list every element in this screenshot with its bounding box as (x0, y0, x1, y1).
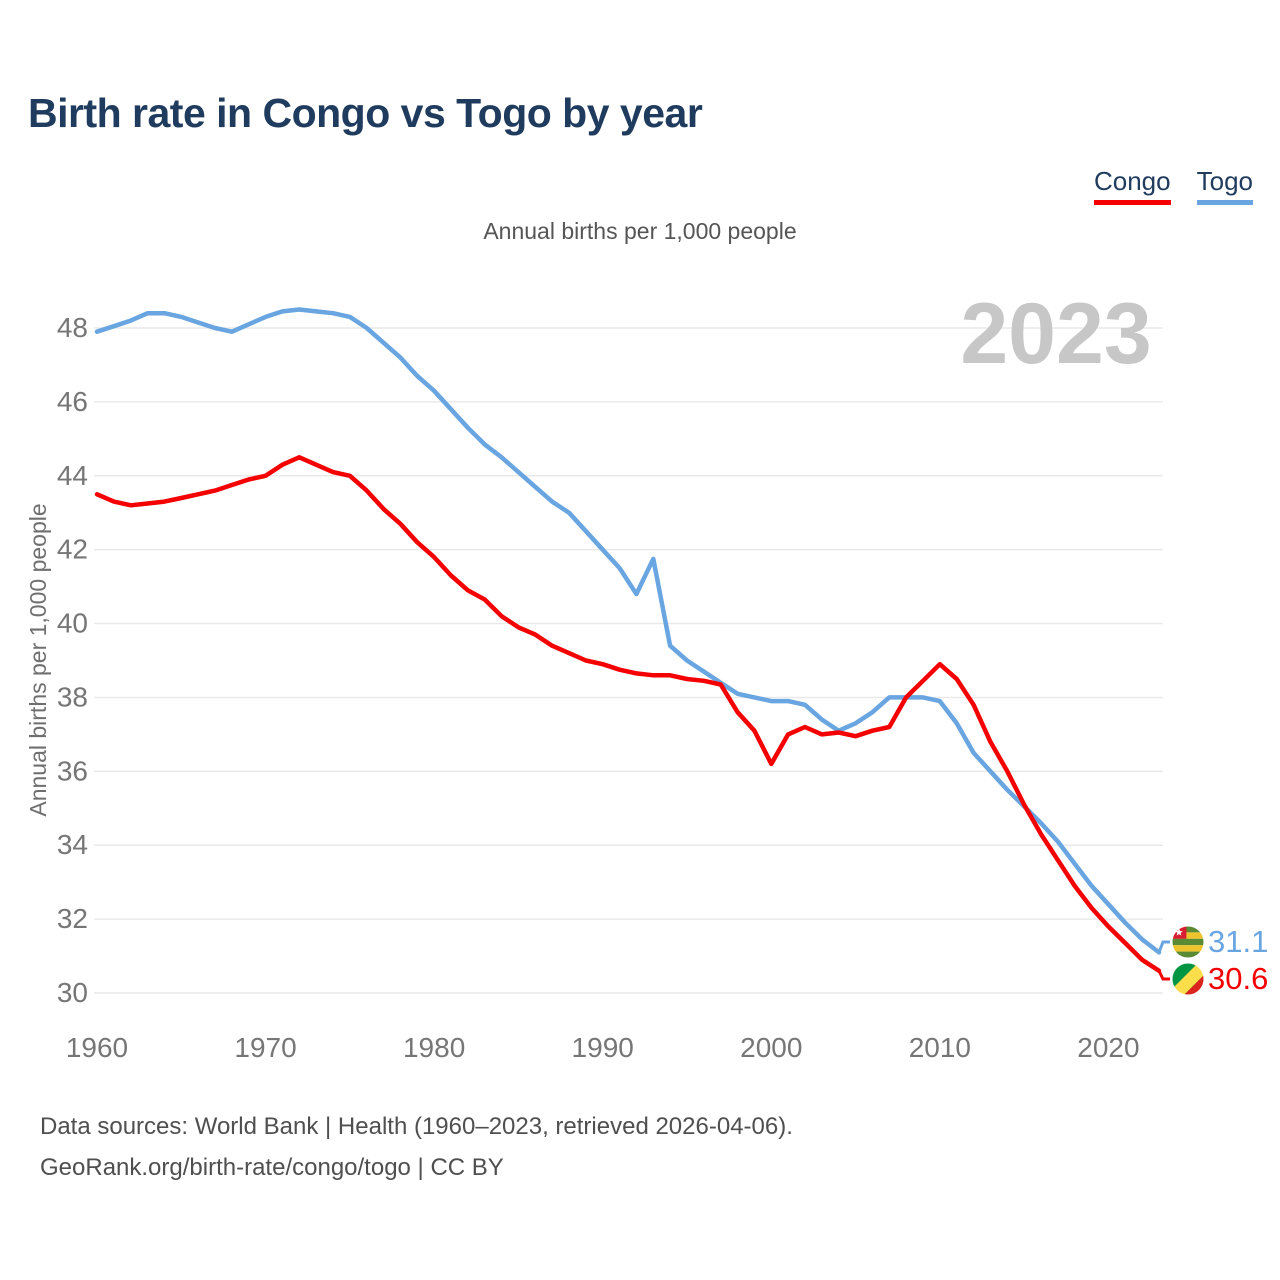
y-tick-40: 40 (57, 608, 88, 639)
x-tick-1960: 1960 (66, 1032, 128, 1063)
y-tick-36: 36 (57, 755, 88, 786)
footer-attribution: GeoRank.org/birth-rate/congo/togo | CC B… (40, 1154, 504, 1181)
page-title: Birth rate in Congo vs Togo by year (28, 90, 703, 136)
legend-item-togo[interactable]: Togo (1196, 166, 1253, 205)
congo-end-connector (1157, 970, 1170, 981)
togo-end-value: 31.1 (1208, 924, 1268, 959)
togo-line[interactable] (94, 307, 1162, 955)
x-tick-2000: 2000 (740, 1032, 802, 1063)
y-tick-34: 34 (57, 829, 88, 860)
togo-end-connector (1157, 940, 1170, 953)
y-tick-48: 48 (57, 312, 88, 343)
congo-flag-icon (1171, 962, 1205, 996)
y-tick-38: 38 (57, 681, 88, 712)
x-tick-2020: 2020 (1077, 1032, 1139, 1063)
y-tick-44: 44 (57, 460, 88, 491)
chart-footer: Data sources: World Bank | Health (1960–… (40, 1106, 793, 1188)
x-tick-1970: 1970 (234, 1032, 296, 1063)
y-tick-46: 46 (57, 386, 88, 417)
x-tick-1990: 1990 (572, 1032, 634, 1063)
y-tick-42: 42 (57, 534, 88, 565)
legend: Congo Togo (1093, 166, 1253, 205)
y-axis-tick-labels: 30 32 34 36 38 40 42 44 46 48 (57, 312, 88, 1008)
legend-item-congo[interactable]: Congo (1093, 166, 1171, 205)
chart-subtitle: Annual births per 1,000 people (483, 218, 797, 244)
y-tick-32: 32 (57, 903, 88, 934)
togo-flag-icon (1171, 925, 1205, 959)
congo-line[interactable] (94, 455, 1162, 974)
gridlines (94, 327, 1163, 994)
y-tick-30: 30 (57, 977, 88, 1008)
congo-end-value: 30.6 (1208, 961, 1268, 996)
x-tick-2010: 2010 (909, 1032, 971, 1063)
x-tick-1980: 1980 (403, 1032, 465, 1063)
footer-sources: Data sources: World Bank | Health (1960–… (40, 1113, 793, 1140)
watermark-year: 2023 (960, 286, 1151, 382)
y-axis-label: Annual births per 1,000 people (25, 503, 51, 816)
x-axis-tick-labels: 1960 1970 1980 1990 2000 2010 2020 (66, 1032, 1140, 1063)
